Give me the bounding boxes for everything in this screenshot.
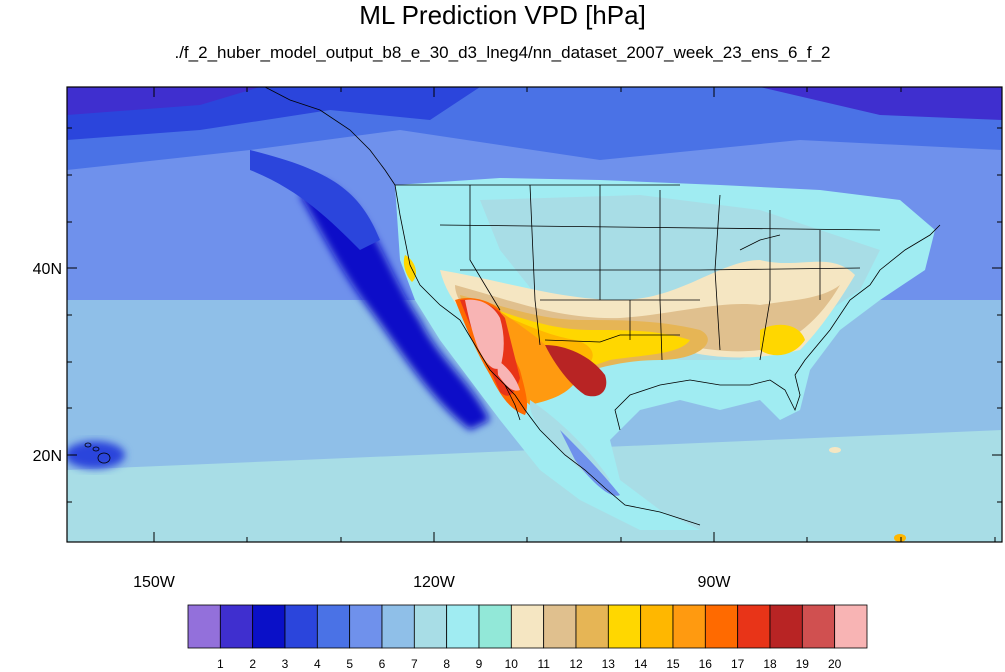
colorbar-label: 18 [763,657,777,671]
colorbar-label: 14 [634,657,648,671]
colorbar-swatch [413,604,448,649]
colorbar-label: 9 [475,657,483,671]
colorbar-swatch [381,604,415,649]
x-tick-label: 150W [133,574,176,591]
vpd-field [67,87,1002,542]
colorbar-label: 12 [569,657,583,671]
colorbar-label: 6 [378,657,386,671]
colorbar-swatch [672,604,706,649]
chart-subtitle: ./f_2_huber_model_output_b8_e_30_d3_lneg… [174,43,831,62]
coastlines [394,184,941,526]
colorbar-swatch [737,604,771,649]
colorbar-swatch [349,604,383,649]
colorbar-label: 2 [249,657,257,671]
colorbar-swatch [187,604,221,649]
y-tick-label: 20N [33,448,62,465]
colorbar-swatch [252,604,286,649]
y-tick-label: 40N [33,261,62,278]
colorbar-swatch [478,604,512,649]
colorbar-swatch [769,604,803,649]
colorbar-swatch [316,604,351,649]
colorbar-label: 15 [666,657,680,671]
colorbar-swatch [543,604,577,649]
colorbar-swatch [219,604,254,649]
colorbar-swatch [510,604,545,649]
colorbar-swatch [284,604,318,649]
colorbar-label: 13 [601,657,615,671]
colorbar-swatch [575,604,609,649]
colorbar-label: 20 [828,657,842,671]
colorbar-swatch [801,604,836,649]
colorbar-label: 10 [504,657,518,671]
colorbar-label: 19 [795,657,809,671]
x-tick-label: 90W [698,574,732,591]
colorbar-label: 17 [731,657,745,671]
colorbar-label: 3 [281,657,289,671]
colorbar-swatch [704,604,739,649]
colorbar-swatch [607,604,642,649]
colorbar-label: 1 [216,657,224,671]
colorbar-label: 11 [537,657,550,671]
colorbar-label: 7 [410,657,418,671]
colorbar-swatch [446,604,480,649]
colorbar-swatch [640,604,674,649]
colorbar-label: 5 [346,657,354,671]
colorbar-label: 16 [698,657,712,671]
colorbar-label: 4 [313,657,321,671]
colorbar-label: 8 [443,657,451,671]
colorbar [187,604,868,649]
chart-title: ML Prediction VPD [hPa] [359,0,646,30]
colorbar-swatch [834,604,868,649]
x-tick-label: 120W [413,574,456,591]
